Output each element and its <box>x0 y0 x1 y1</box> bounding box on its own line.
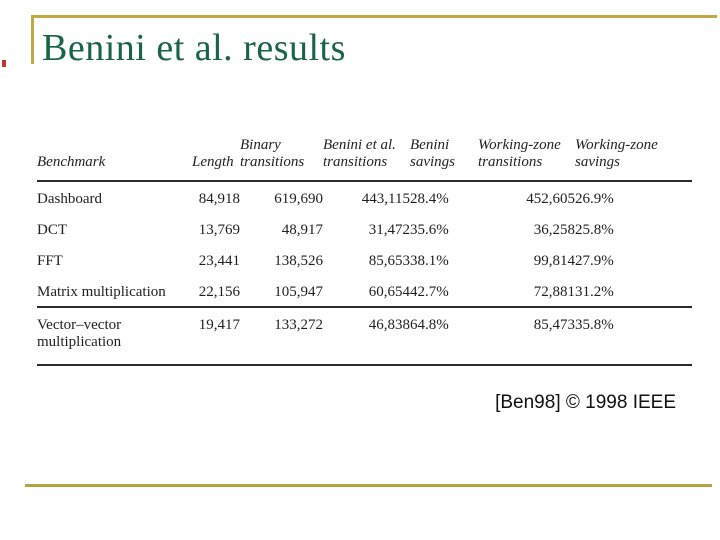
table-cell: 133,272 <box>240 306 323 366</box>
table-cell: 31.2% <box>575 284 614 300</box>
bottom-border-line <box>25 484 712 487</box>
table-cell: 99,814 <box>533 253 575 269</box>
table-row: Vector–vector multiplication 19,417 133,… <box>37 306 692 366</box>
table-row: Matrix multiplication 22,156 105,947 60,… <box>37 275 692 307</box>
table-cell: Vector–vector multiplication <box>37 306 192 366</box>
table-cell: 19,417 <box>192 306 240 366</box>
table-cell: 23,441 <box>198 253 240 269</box>
column-header-binary-transitions: Binary transitions <box>240 137 323 182</box>
table-row: FFT 23,441 138,526 85,653 38.1% 99,814 2… <box>37 244 692 275</box>
citation-text: [Ben98] © 1998 IEEE <box>495 392 676 413</box>
table-cell: 22,156 <box>198 284 240 300</box>
table-cell: 619,690 <box>274 191 323 207</box>
table-cell: 60,654 <box>368 284 410 300</box>
table-cell: Matrix multiplication <box>37 284 166 300</box>
scan-artifact-mark <box>2 60 6 67</box>
table-cell: 42.7% <box>410 284 449 300</box>
table-cell: 138,526 <box>274 253 323 269</box>
table-cell: 452,605 <box>526 191 575 207</box>
top-border-line <box>31 15 717 18</box>
table-cell: 13,769 <box>198 222 240 238</box>
column-header-benini-transitions: Benini et al. transitions <box>323 137 410 182</box>
table-cell: 35.8% <box>575 306 692 366</box>
table-cell: DCT <box>37 222 67 238</box>
table-cell: 25.8% <box>575 222 614 238</box>
column-header-workingzone-savings: Working-zone savings <box>575 137 692 182</box>
table-cell: 38.1% <box>410 253 449 269</box>
left-border-line <box>31 15 34 64</box>
table-header: Benchmark Length Binary transitions Beni… <box>37 137 692 182</box>
benchmark-results-table: Benchmark Length Binary transitions Beni… <box>37 137 692 366</box>
table-cell: Dashboard <box>37 191 102 207</box>
column-header-workingzone-transitions: Working-zone transitions <box>478 137 575 182</box>
table-cell: 48,917 <box>281 222 323 238</box>
slide-title: Benini et al. results <box>42 27 346 69</box>
table-cell: 85,653 <box>368 253 410 269</box>
table-header-row: Benchmark Length Binary transitions Beni… <box>37 137 692 182</box>
table-cell: 36,258 <box>533 222 575 238</box>
table-cell: 64.8% <box>410 306 478 366</box>
column-header-length: Length <box>192 137 240 182</box>
table-cell: 26.9% <box>575 191 614 207</box>
table-cell: 85,473 <box>478 306 575 366</box>
table-row: DCT 13,769 48,917 31,472 35.6% 36,258 25… <box>37 213 692 244</box>
table-cell: 28.4% <box>410 191 449 207</box>
column-header-benini-savings: Benini savings <box>410 137 478 182</box>
table-cell: 46,838 <box>323 306 410 366</box>
table-row: Dashboard 84,918 619,690 443,115 28.4% 4… <box>37 181 692 213</box>
column-header-benchmark: Benchmark <box>37 137 192 182</box>
table-cell: FFT <box>37 253 63 269</box>
table-cell: 84,918 <box>198 191 240 207</box>
table-body: Dashboard 84,918 619,690 443,115 28.4% 4… <box>37 181 692 366</box>
table-cell: 105,947 <box>274 284 323 300</box>
table-cell: 35.6% <box>410 222 449 238</box>
table-cell: 31,472 <box>368 222 410 238</box>
table-cell: 443,115 <box>361 191 410 207</box>
table-cell: 27.9% <box>575 253 614 269</box>
table: Benchmark Length Binary transitions Beni… <box>37 137 692 366</box>
table-cell: 72,881 <box>533 284 575 300</box>
